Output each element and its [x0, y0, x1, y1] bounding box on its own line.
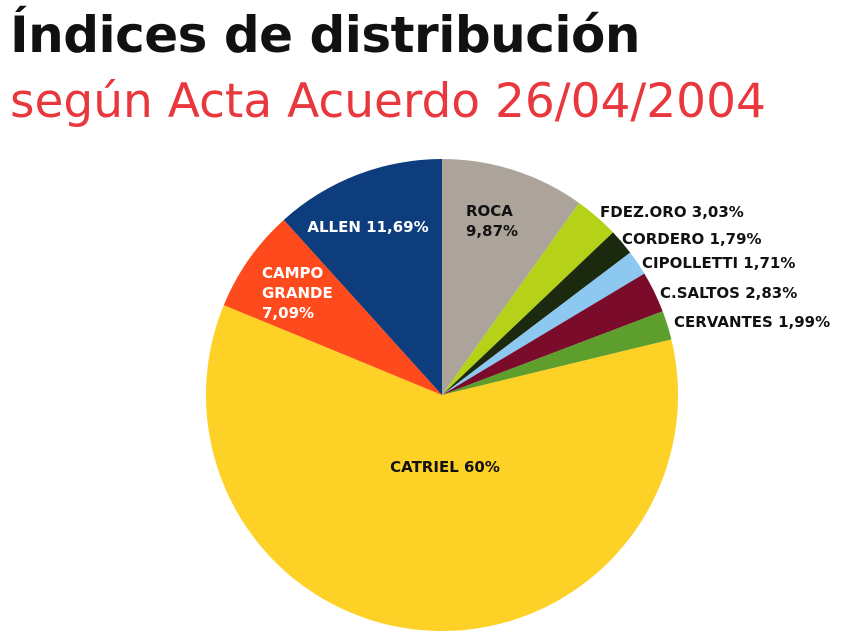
slice-label: ROCA 9,87% [466, 202, 518, 240]
chart-title: Índices de distribución [10, 6, 640, 64]
pie-slice [442, 202, 614, 395]
slice-label: CATRIEL 60% [390, 458, 500, 476]
pie-slice [442, 311, 672, 395]
pie-slice [442, 252, 645, 395]
pie-slice [283, 159, 442, 395]
pie-slice [442, 159, 580, 395]
slice-label: FDEZ.ORO 3,03% [600, 203, 744, 221]
slice-label: CAMPO GRANDE 7,09% [262, 264, 333, 322]
slice-label: CERVANTES 1,99% [674, 313, 830, 331]
slice-label: CORDERO 1,79% [622, 230, 762, 248]
pie-slice [442, 273, 663, 395]
slice-label: C.SALTOS 2,83% [660, 284, 797, 302]
pie-slice [442, 232, 631, 395]
pie-slice [206, 305, 678, 631]
chart-subtitle: según Acta Acuerdo 26/04/2004 [10, 74, 766, 129]
slice-label: CIPOLLETTI 1,71% [642, 254, 795, 272]
slice-label: ALLEN 11,69% [307, 218, 428, 236]
pie-slice [223, 219, 442, 395]
